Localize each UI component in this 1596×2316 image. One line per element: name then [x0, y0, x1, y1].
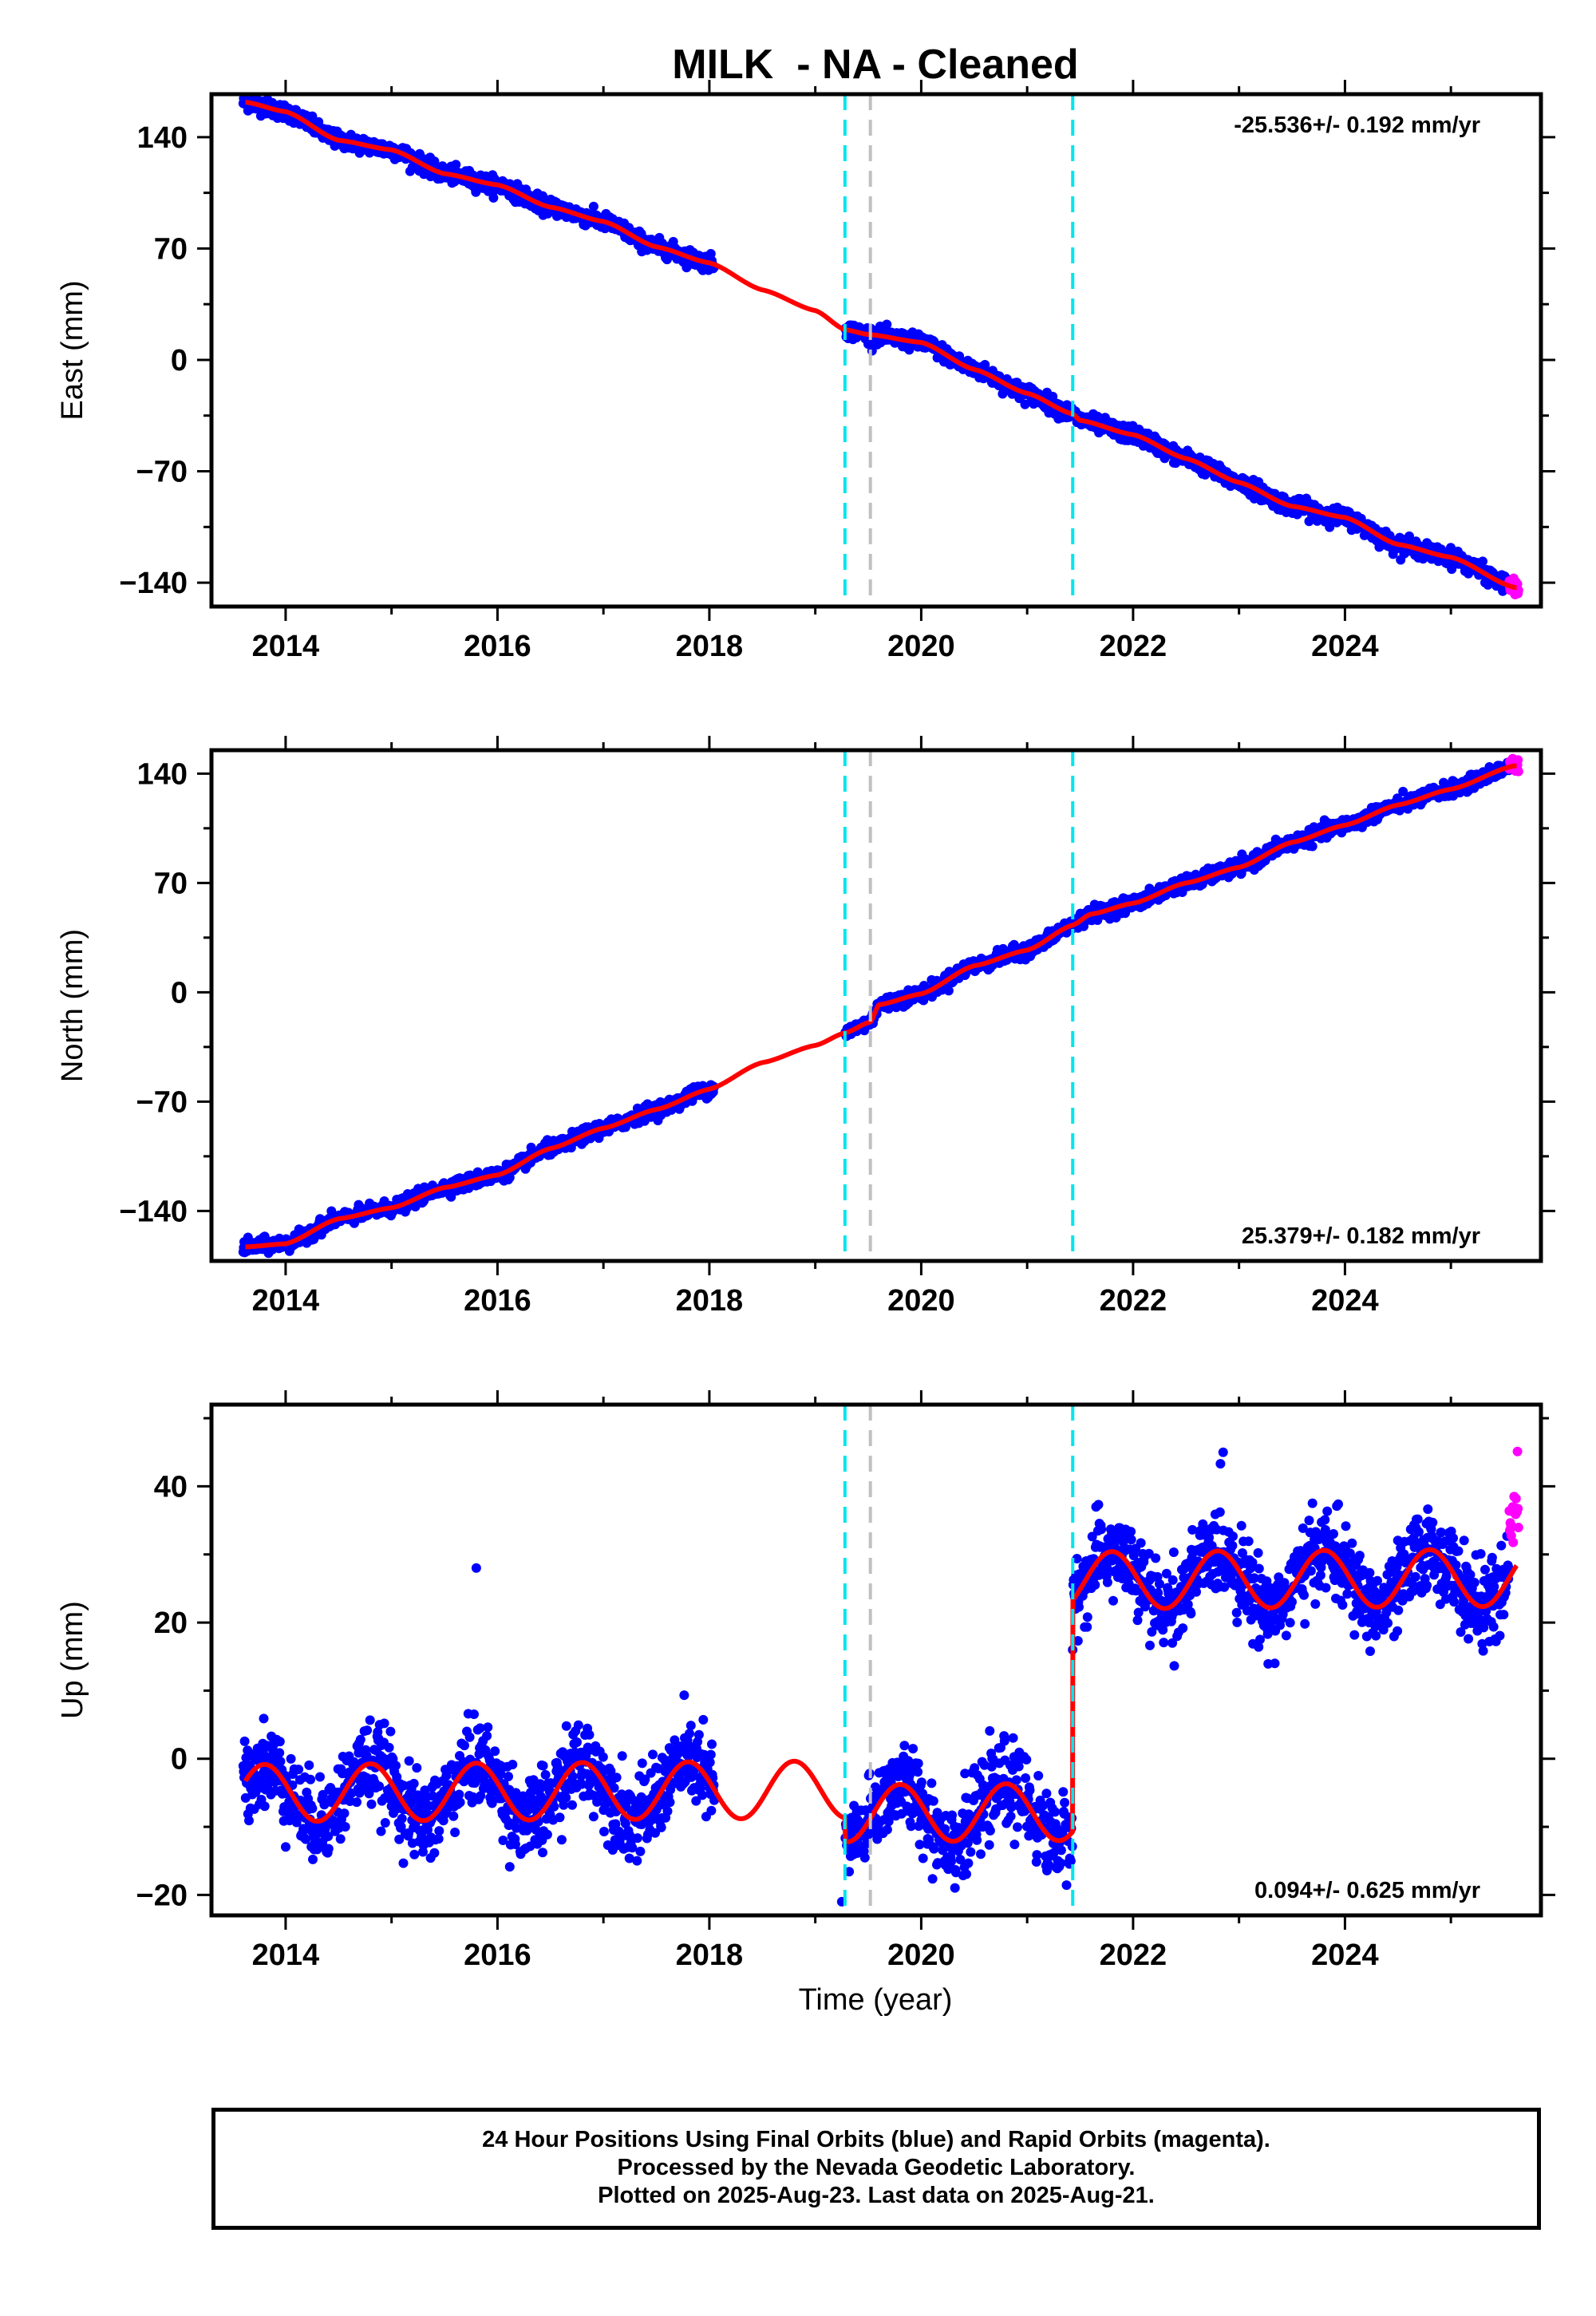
chart-title: MILK - NA - Cleaned	[672, 41, 1078, 88]
data-point	[1513, 755, 1523, 765]
east-rate-label: -25.536+/- 0.192 mm/yr	[1234, 113, 1480, 138]
y-tick-label: 70	[154, 867, 188, 900]
y-tick-label: 140	[137, 121, 188, 155]
y-tick-label: −70	[136, 456, 188, 489]
y-tick-label: 0	[171, 344, 188, 377]
panel-north: 2014 2016 2018 2020 2022 2024 −140 −70 0 70 140 Nor…	[56, 736, 1555, 1318]
data-point	[1478, 556, 1487, 567]
y-tick-label: −140	[119, 1195, 188, 1228]
x-tick-label: 2018	[676, 1284, 744, 1318]
x-tick-label: 2016	[464, 630, 531, 663]
data-point	[259, 1801, 270, 1812]
x-tick-label: 2020	[887, 630, 955, 663]
x-tick-label: 2022	[1100, 1284, 1167, 1318]
y-tick-label: 140	[137, 757, 188, 791]
x-tick-label: 2020	[887, 1284, 955, 1318]
x-tick-label: 2022	[1100, 630, 1167, 663]
x-tick-label: 2014	[252, 1284, 320, 1318]
y-tick-label: −140	[119, 567, 188, 600]
north-rate-label: 25.379+/- 0.182 mm/yr	[1242, 1223, 1480, 1249]
data-point	[588, 201, 598, 211]
y-tick-label: 70	[154, 232, 188, 266]
east-plot-area	[238, 94, 1523, 599]
data-point	[314, 117, 324, 127]
x-tick-label: 2014	[252, 630, 320, 663]
x-tick-label: 2018	[676, 630, 744, 663]
panel-east: 2014 2016 2018 2020 2022 2024 −140 −70 0 70 140 Eas…	[56, 80, 1555, 663]
data-point	[259, 1713, 269, 1724]
data-point	[244, 1816, 254, 1826]
up-data-points	[238, 1446, 1523, 1907]
east-y-axis-label: East (mm)	[56, 280, 89, 420]
data-point	[943, 986, 954, 996]
x-tick-label: 2016	[464, 1284, 531, 1318]
data-point	[307, 111, 318, 121]
north-plot-area	[238, 753, 1523, 1259]
data-point	[882, 319, 892, 330]
data-point	[451, 160, 461, 170]
data-point	[239, 1736, 250, 1746]
x-tick-label: 2024	[1311, 630, 1379, 663]
x-tick-label: 2024	[1311, 1284, 1379, 1318]
data-point	[1307, 841, 1317, 852]
y-tick-label: −70	[136, 1085, 188, 1119]
y-tick-label: 0	[171, 976, 188, 1010]
data-point	[488, 192, 499, 203]
north-y-axis-label: North (mm)	[56, 929, 89, 1082]
up-plot-area	[238, 1446, 1523, 1907]
